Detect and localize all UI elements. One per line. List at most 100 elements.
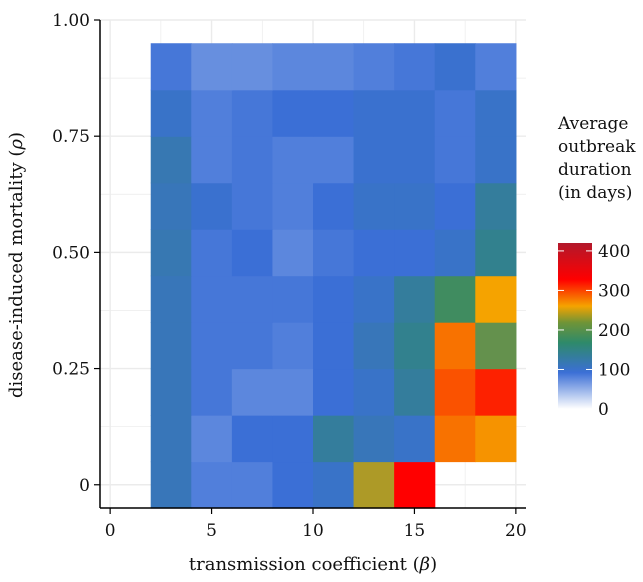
heatmap-cell <box>353 415 395 463</box>
y-axis-title-symbol: ρ <box>6 139 27 151</box>
heatmap-cell <box>353 275 395 323</box>
heatmap-cell <box>475 415 517 463</box>
heatmap-cell <box>231 415 274 463</box>
heatmap-cell <box>434 89 476 137</box>
heatmap-cell <box>231 43 274 91</box>
heatmap-cell <box>272 182 314 230</box>
heatmap-cell <box>353 229 395 277</box>
heatmap-cell <box>313 368 355 416</box>
y-axis-title-close: ) <box>6 132 27 139</box>
heatmap-cell <box>313 89 355 137</box>
y-axis-title-text: disease-induced mortality ( <box>6 150 27 398</box>
heatmap-cell <box>475 89 517 137</box>
y-tick-label: 0.25 <box>52 360 90 380</box>
heatmap-cell <box>231 229 274 277</box>
heatmap-cell <box>272 415 314 463</box>
y-tick-label: 0.75 <box>52 127 90 147</box>
y-axis-title: disease-induced mortality (ρ) <box>6 132 27 398</box>
heatmap-cell <box>272 136 314 184</box>
heatmap-cell <box>272 461 314 509</box>
heatmap-cell <box>313 275 355 323</box>
legend-tick-label: 200 <box>598 321 630 341</box>
heatmap-cell <box>313 229 355 277</box>
x-tick-label: 20 <box>505 521 527 541</box>
heatmap-cell <box>434 322 476 370</box>
heatmap-cell <box>191 182 233 230</box>
x-tick-label: 5 <box>206 521 217 541</box>
legend-title-line-3: duration <box>558 160 632 180</box>
heatmap-cell <box>313 43 355 91</box>
heatmap-cell <box>231 182 274 230</box>
heatmap-cell <box>150 322 192 370</box>
heatmap-cell <box>475 322 517 370</box>
x-axis-title: transmission coefficient (β) <box>189 554 437 575</box>
heatmap-cell <box>313 136 355 184</box>
heatmap-cell <box>434 182 476 230</box>
heatmap-cell <box>191 136 233 184</box>
heatmap-cell <box>434 43 476 91</box>
heatmap-cell <box>313 415 355 463</box>
heatmap-cell <box>394 415 436 463</box>
heatmap-cell <box>394 43 436 91</box>
legend-title-line-2: outbreak <box>558 137 636 157</box>
heatmap-cell <box>394 322 436 370</box>
heatmap-cell <box>475 182 517 230</box>
heatmap-cell <box>191 229 233 277</box>
heatmap-cell <box>191 322 233 370</box>
x-tick-label: 15 <box>404 521 426 541</box>
x-axis-ticks: 0 5 10 15 20 <box>105 508 527 541</box>
heatmap-cell <box>150 229 192 277</box>
heatmap-cell <box>475 368 517 416</box>
heatmap-cell <box>231 89 274 137</box>
legend-title-line-4: (in days) <box>558 183 632 203</box>
heatmap-cell <box>394 275 436 323</box>
heatmap-cell <box>191 461 233 509</box>
heatmap-cell <box>434 368 476 416</box>
heatmap-cell <box>191 43 233 91</box>
heatmap-cells <box>150 43 517 509</box>
heatmap-cell <box>191 275 233 323</box>
heatmap-cell <box>313 182 355 230</box>
heatmap-cell <box>150 182 192 230</box>
legend-tick-label: 300 <box>598 281 630 301</box>
heatmap-cell <box>150 368 192 416</box>
heatmap-cell <box>150 461 192 509</box>
y-axis-ticks: 0 0.25 0.50 0.75 1.00 <box>52 11 100 496</box>
heatmap-cell <box>353 461 395 509</box>
heatmap-cell <box>272 229 314 277</box>
x-axis-title-symbol: β <box>419 554 430 575</box>
heatmap-cell <box>150 43 192 91</box>
y-tick-label: 1.00 <box>52 11 90 31</box>
y-tick-label: 0.50 <box>52 243 90 263</box>
heatmap-cell <box>231 368 274 416</box>
heatmap-cell <box>272 322 314 370</box>
heatmap-cell <box>353 182 395 230</box>
heatmap-cell <box>475 275 517 323</box>
heatmap-cell <box>231 275 274 323</box>
x-tick-label: 0 <box>105 521 116 541</box>
heatmap-cell <box>272 368 314 416</box>
heatmap-cell <box>313 461 355 509</box>
heatmap-cell <box>150 415 192 463</box>
heatmap-cell <box>353 136 395 184</box>
plot-panel <box>99 19 526 509</box>
heatmap-cell <box>394 229 436 277</box>
heatmap-cell <box>434 229 476 277</box>
heatmap-cell <box>191 89 233 137</box>
x-axis-title-text: transmission coefficient ( <box>189 554 420 575</box>
heatmap-cell <box>231 461 274 509</box>
heatmap-cell <box>231 136 274 184</box>
heatmap-cell <box>191 415 233 463</box>
heatmap-cell <box>394 461 436 509</box>
heatmap-cell <box>394 368 436 416</box>
color-legend: Average outbreak duration (in days) 0 100… <box>557 114 636 420</box>
heatmap-cell <box>150 275 192 323</box>
heatmap-cell <box>394 136 436 184</box>
heatmap-cell <box>353 322 395 370</box>
heatmap-cell <box>394 182 436 230</box>
legend-colorbar <box>558 243 592 409</box>
heatmap-cell <box>353 43 395 91</box>
heatmap-cell <box>353 368 395 416</box>
x-tick-label: 10 <box>302 521 324 541</box>
